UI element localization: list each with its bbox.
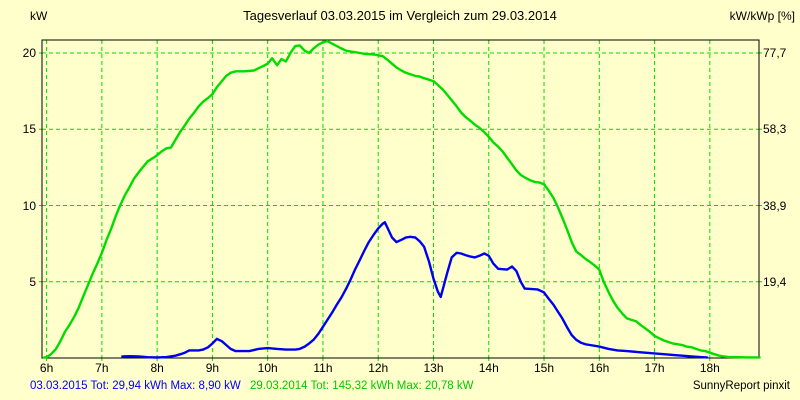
x-axis-tick-label: 9h (205, 361, 220, 375)
right-axis-tick-label: 77,7 (763, 46, 787, 60)
x-axis-tick-label: 13h (423, 361, 444, 375)
right-axis-tick-label: 38,9 (763, 198, 787, 213)
x-axis-tick-label: 10h (257, 361, 278, 375)
x-axis-tick-label: 16h (589, 361, 610, 375)
x-axis-tick-label: 7h (95, 361, 109, 375)
x-axis-tick-label: 15h (534, 361, 555, 375)
right-axis-tick-label: 19,4 (763, 274, 787, 289)
x-axis-tick-label: 18h (699, 361, 720, 375)
left-axis-tick-label: 10 (22, 198, 36, 213)
left-axis-unit: kW (30, 9, 48, 23)
chart-title: Tagesverlauf 03.03.2015 im Vergleich zum… (243, 8, 557, 23)
x-axis-tick-label: 12h (368, 361, 389, 375)
series-line-29-03-2014 (42, 39, 761, 359)
legend-series-2015: 03.03.2015 Tot: 29,94 kWh Max: 8,90 kW (30, 380, 241, 392)
x-axis-tick-label: 6h (39, 361, 54, 375)
x-axis-tick-label: 14h (478, 361, 499, 375)
left-axis-tick-label: 5 (29, 274, 36, 289)
right-axis-tick-label: 58,3 (763, 122, 787, 137)
x-axis-tick-label: 11h (313, 361, 333, 375)
right-axis-unit: kW/kWp [%] (729, 9, 795, 23)
x-axis-tick-label: 8h (150, 361, 164, 375)
left-axis-tick-label: 20 (22, 46, 36, 60)
series-line-03-03-2015 (121, 221, 709, 359)
x-axis-tick-label: 17h (644, 361, 665, 375)
branding-text: SunnyReport pinxit (692, 380, 790, 392)
legend: 03.03.2015 Tot: 29,94 kWh Max: 8,90 kW 2… (30, 380, 473, 392)
legend-series-2014: 29.03.2014 Tot: 145,32 kWh Max: 20,78 kW (249, 380, 474, 392)
left-axis-tick-label: 15 (22, 122, 36, 137)
